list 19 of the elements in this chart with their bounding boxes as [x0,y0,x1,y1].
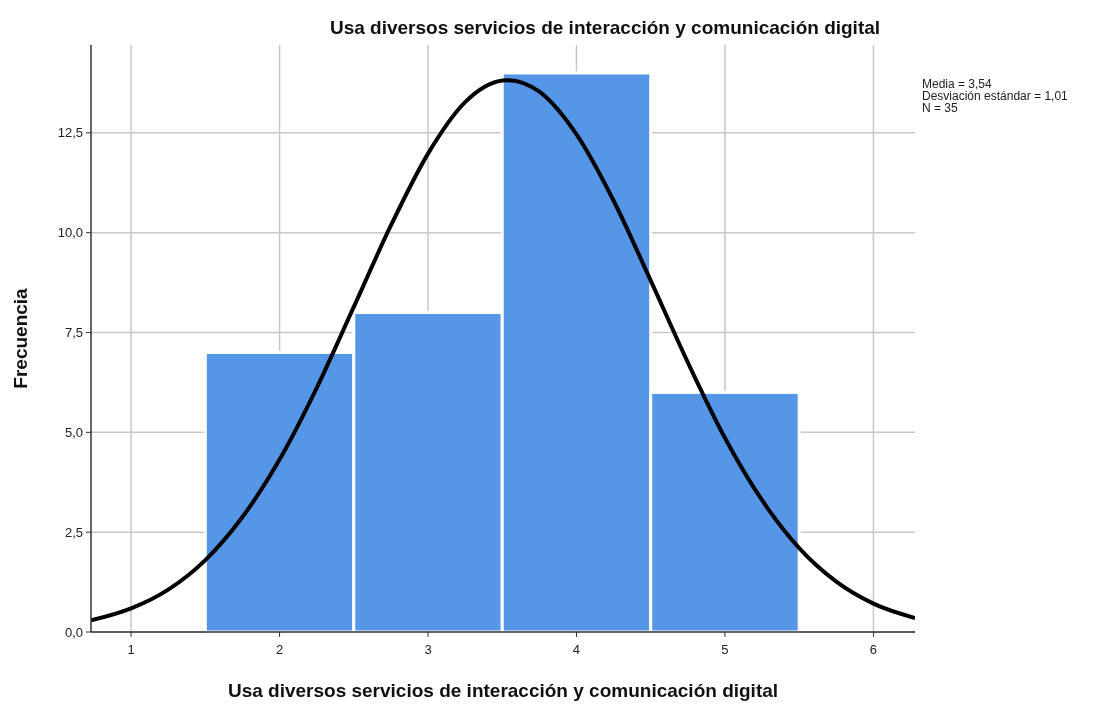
text: Desviación estándar = 1,01 [922,89,1069,103]
y-axis-title: Frecuencia [10,287,31,389]
y-tick-label: 10,0 [57,225,83,241]
text: Media = 3,54 [922,77,993,91]
y-tick-label: 5,0 [64,424,83,440]
line-series [91,78,915,623]
chart-title: Usa diversos servicios de interacción y comunicación digital [329,17,881,38]
x-tick-label: 6 [869,642,878,657]
x-tick-label: 2 [275,642,284,657]
y-tick-label: 0,0 [64,624,83,640]
y-tick-label: 2,5 [64,524,83,540]
x-tick-label: 5 [721,642,729,657]
x-axis-title: Usa diversos servicios de interacción y comunicación digital [227,680,779,701]
text: N = 35 [922,101,959,115]
y-tick-label: 7,5 [64,325,83,341]
x-tick-label: 4 [572,642,581,657]
x-tick-label: 1 [127,642,135,657]
y-tick-label: 12,5 [57,125,83,141]
x-tick-label: 3 [424,642,432,657]
